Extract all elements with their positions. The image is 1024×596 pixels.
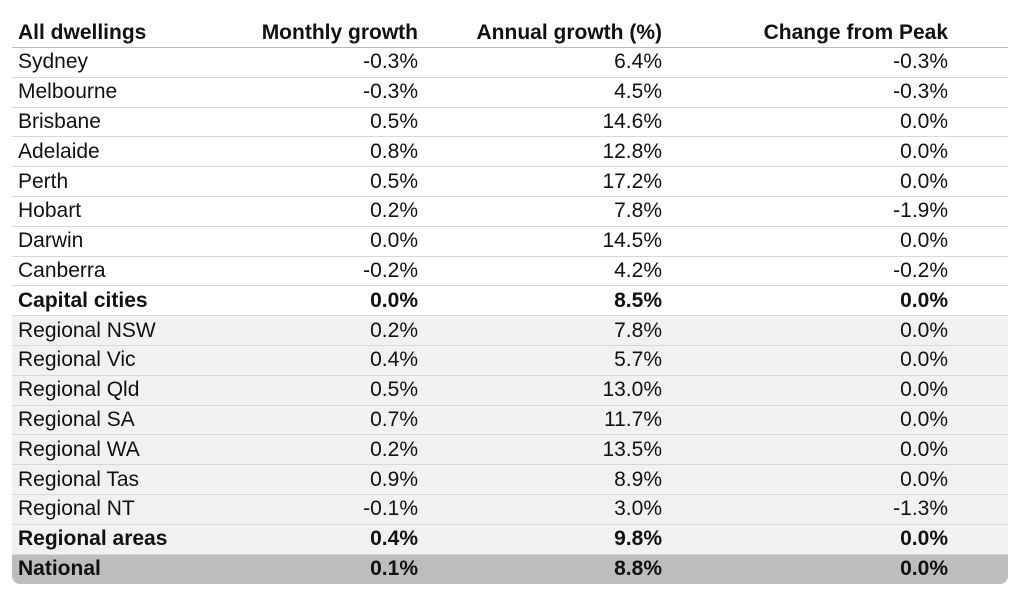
cell-value: -0.3% [363, 50, 418, 74]
row-label: Hobart [18, 199, 82, 223]
table-row: Hobart 0.2% 7.8% -1.9% [12, 197, 1008, 227]
cell-value: 0.8% [370, 139, 418, 163]
row-label: Regional Vic [18, 348, 136, 372]
cell-value: 8.8% [614, 557, 662, 581]
cell-value: 4.5% [614, 80, 662, 104]
cell-value: -0.2% [893, 258, 948, 282]
cell-value: 0.0% [900, 557, 948, 581]
table-row: Regional Vic 0.4% 5.7% 0.0% [12, 345, 1008, 376]
column-header: All dwellings [18, 20, 147, 44]
cell-value: 0.0% [900, 169, 948, 193]
cell-value: -0.1% [363, 497, 418, 521]
row-label: Regional NSW [18, 318, 156, 342]
row-label: Brisbane [18, 109, 101, 133]
cell-value: 0.9% [370, 467, 418, 491]
table-row: Regional SA 0.7% 11.7% 0.0% [12, 405, 1008, 436]
cell-value: 0.2% [370, 318, 418, 342]
table-row: Brisbane 0.5% 14.6% 0.0% [12, 108, 1008, 138]
row-label: Capital cities [18, 288, 148, 312]
cell-value: 12.8% [602, 139, 662, 163]
cell-value: 7.8% [614, 318, 662, 342]
cell-value: -0.3% [893, 50, 948, 74]
table-body: Sydney -0.3% 6.4% -0.3% Melbourne -0.3% 4.5% -0… [12, 48, 1008, 585]
cell-value: 0.0% [370, 229, 418, 253]
cell-value: 0.0% [900, 109, 948, 133]
row-label: Perth [18, 169, 69, 193]
table-row: Adelaide 0.8% 12.8% 0.0% [12, 137, 1008, 168]
cell-value: 0.5% [370, 169, 418, 193]
cell-value: 0.0% [900, 288, 948, 312]
cell-value: 0.0% [900, 437, 948, 461]
cell-value: 0.0% [900, 467, 948, 491]
cell-value: 0.4% [370, 348, 418, 372]
cell-value: 0.0% [900, 139, 948, 163]
cell-value: -0.2% [363, 258, 418, 282]
column-header: Annual growth (%) [476, 20, 662, 44]
table-row: Darwin 0.0% 14.5% 0.0% [12, 227, 1008, 257]
header-row: All dwellings Monthly growth Annual growth… [12, 18, 1008, 48]
cell-value: 0.5% [370, 378, 418, 402]
table-row: Perth 0.5% 17.2% 0.0% [12, 167, 1008, 197]
cell-value: 9.8% [614, 527, 662, 551]
row-label: Sydney [18, 50, 89, 74]
row-label: Regional NT [18, 497, 135, 521]
table: All dwellings Monthly growth Annual growth… [12, 18, 1008, 585]
cell-value: 0.0% [370, 288, 418, 312]
cell-value: 13.0% [602, 378, 662, 402]
cell-value: -0.3% [363, 80, 418, 104]
table-row: Canberra -0.2% 4.2% -0.2% [12, 257, 1008, 287]
row-label: Regional Qld [18, 378, 140, 402]
cell-value: 0.0% [900, 229, 948, 253]
cell-value: 14.5% [602, 229, 662, 253]
row-label: Canberra [18, 258, 106, 282]
cell-value: -0.3% [893, 80, 948, 104]
table-row: Melbourne -0.3% 4.5% -0.3% [12, 78, 1008, 108]
cell-value: 0.0% [900, 407, 948, 431]
column-header: Change from Peak [763, 20, 948, 44]
table-row: Regional Qld 0.5% 13.0% 0.0% [12, 375, 1008, 406]
cell-value: -1.9% [893, 199, 948, 223]
cell-value: 0.0% [900, 527, 948, 551]
table-row: Regional Tas 0.9% 8.9% 0.0% [12, 465, 1008, 495]
cell-value: 7.8% [614, 199, 662, 223]
table-row: Capital cities 0.0% 8.5% 0.0% [12, 286, 1008, 317]
cell-value: -1.3% [893, 497, 948, 521]
cell-value: 0.4% [370, 527, 418, 551]
row-label: National [18, 557, 101, 581]
table-row: Regional NSW 0.2% 7.8% 0.0% [12, 316, 1008, 346]
cell-value: 8.9% [614, 467, 662, 491]
table-row: National 0.1% 8.8% 0.0% [12, 554, 1008, 585]
cell-value: 17.2% [602, 169, 662, 193]
row-label: Regional SA [18, 407, 135, 431]
cell-value: 0.2% [370, 437, 418, 461]
cell-value: 3.0% [614, 497, 662, 521]
table-row: Sydney -0.3% 6.4% -0.3% [12, 48, 1008, 78]
table-row: Regional NT -0.1% 3.0% -1.3% [12, 494, 1008, 525]
column-header: Monthly growth [261, 20, 418, 44]
cell-value: 4.2% [614, 258, 662, 282]
cell-value: 6.4% [614, 50, 662, 74]
table-row: Regional WA 0.2% 13.5% 0.0% [12, 435, 1008, 466]
cell-value: 0.1% [370, 557, 418, 581]
row-label: Regional areas [18, 527, 168, 551]
cell-value: 14.6% [602, 109, 662, 133]
cell-value: 0.5% [370, 109, 418, 133]
row-label: Darwin [18, 229, 84, 253]
cell-value: 0.7% [370, 407, 418, 431]
row-label: Regional Tas [18, 467, 140, 491]
cell-value: 8.5% [614, 288, 662, 312]
row-label: Adelaide [18, 139, 100, 163]
cell-value: 13.5% [602, 437, 662, 461]
cell-value: 5.7% [614, 348, 662, 372]
row-label: Regional WA [18, 437, 140, 461]
cell-value: 0.0% [900, 378, 948, 402]
row-label: Melbourne [18, 80, 118, 104]
table-row: Regional areas 0.4% 9.8% 0.0% [12, 524, 1008, 555]
cell-value: 0.0% [900, 348, 948, 372]
cell-value: 0.0% [900, 318, 948, 342]
cell-value: 0.2% [370, 199, 418, 223]
cell-value: 11.7% [604, 407, 662, 431]
